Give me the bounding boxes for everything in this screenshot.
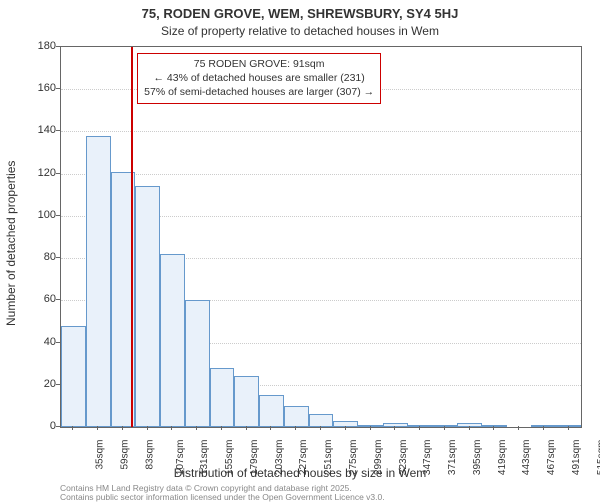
y-tick-label: 0 <box>26 420 56 432</box>
grid-line <box>61 174 581 175</box>
x-tick-mark <box>568 426 569 430</box>
reference-line <box>131 47 133 427</box>
y-tick-label: 40 <box>26 336 56 348</box>
x-tick-mark <box>419 426 420 430</box>
histogram-bar <box>135 186 160 427</box>
y-axis-label: Number of detached properties <box>4 161 18 326</box>
x-tick-mark <box>246 426 247 430</box>
x-tick-label: 179sqm <box>249 440 260 476</box>
x-tick-label: 419sqm <box>497 440 508 476</box>
histogram-bar <box>556 425 581 427</box>
histogram-bar <box>185 300 210 427</box>
annotation-box: 75 RODEN GROVE: 91sqm← 43% of detached h… <box>137 53 381 104</box>
y-tick-mark <box>56 342 60 343</box>
y-tick-mark <box>56 299 60 300</box>
y-tick-label: 180 <box>26 40 56 52</box>
x-tick-mark <box>72 426 73 430</box>
x-tick-mark <box>196 426 197 430</box>
y-tick-label: 80 <box>26 251 56 263</box>
x-tick-mark <box>444 426 445 430</box>
histogram-bar <box>284 406 309 427</box>
x-tick-mark <box>171 426 172 430</box>
footer-line-2: Contains public sector information licen… <box>60 492 385 502</box>
y-tick-mark <box>56 173 60 174</box>
x-tick-label: 227sqm <box>299 440 310 476</box>
x-tick-mark <box>469 426 470 430</box>
x-tick-label: 491sqm <box>571 440 582 476</box>
y-tick-label: 120 <box>26 167 56 179</box>
x-tick-mark <box>493 426 494 430</box>
histogram-bar <box>333 421 358 427</box>
x-tick-mark <box>97 426 98 430</box>
x-tick-label: 155sqm <box>224 440 235 476</box>
histogram-bar <box>531 425 556 427</box>
x-tick-label: 203sqm <box>274 440 285 476</box>
x-tick-mark <box>394 426 395 430</box>
x-tick-label: 515sqm <box>596 440 600 476</box>
y-tick-label: 100 <box>26 209 56 221</box>
x-tick-label: 371sqm <box>447 440 458 476</box>
x-tick-label: 83sqm <box>144 440 155 470</box>
y-tick-label: 160 <box>26 82 56 94</box>
y-tick-mark <box>56 88 60 89</box>
x-tick-label: 299sqm <box>373 440 384 476</box>
chart-title-sub: Size of property relative to detached ho… <box>0 24 600 38</box>
x-tick-mark <box>295 426 296 430</box>
x-tick-label: 131sqm <box>200 440 211 476</box>
histogram-bar <box>259 395 284 427</box>
annotation-line: ← 43% of detached houses are smaller (23… <box>144 71 374 85</box>
x-tick-label: 275sqm <box>348 440 359 476</box>
y-tick-mark <box>56 46 60 47</box>
x-tick-mark <box>122 426 123 430</box>
grid-line <box>61 131 581 132</box>
x-tick-mark <box>518 426 519 430</box>
x-tick-mark <box>221 426 222 430</box>
x-tick-mark <box>543 426 544 430</box>
x-tick-label: 467sqm <box>546 440 557 476</box>
histogram-bar <box>86 136 111 427</box>
histogram-bar <box>234 376 259 427</box>
histogram-bar <box>61 326 86 427</box>
x-tick-mark <box>370 426 371 430</box>
x-tick-mark <box>320 426 321 430</box>
y-tick-mark <box>56 384 60 385</box>
y-tick-mark <box>56 215 60 216</box>
plot-area: 75 RODEN GROVE: 91sqm← 43% of detached h… <box>60 46 582 428</box>
x-tick-label: 35sqm <box>95 440 106 470</box>
histogram-bar <box>210 368 235 427</box>
x-tick-label: 347sqm <box>422 440 433 476</box>
y-tick-mark <box>56 426 60 427</box>
x-tick-mark <box>345 426 346 430</box>
x-tick-label: 59sqm <box>120 440 131 470</box>
x-tick-label: 251sqm <box>323 440 334 476</box>
y-tick-mark <box>56 257 60 258</box>
annotation-line: 75 RODEN GROVE: 91sqm <box>144 57 374 71</box>
y-tick-mark <box>56 130 60 131</box>
annotation-line: 57% of semi-detached houses are larger (… <box>144 85 374 99</box>
x-tick-mark <box>270 426 271 430</box>
x-tick-label: 107sqm <box>175 440 186 476</box>
histogram-bar <box>457 423 482 427</box>
x-tick-mark <box>147 426 148 430</box>
x-tick-label: 323sqm <box>398 440 409 476</box>
histogram-bar <box>358 425 383 427</box>
y-tick-label: 60 <box>26 293 56 305</box>
y-tick-label: 20 <box>26 378 56 390</box>
x-tick-label: 395sqm <box>472 440 483 476</box>
chart-title-main: 75, RODEN GROVE, WEM, SHREWSBURY, SY4 5H… <box>0 6 600 21</box>
chart-container: 75, RODEN GROVE, WEM, SHREWSBURY, SY4 5H… <box>0 0 600 500</box>
histogram-bar <box>160 254 185 427</box>
x-tick-label: 443sqm <box>521 440 532 476</box>
y-tick-label: 140 <box>26 124 56 136</box>
histogram-bar <box>432 425 457 427</box>
